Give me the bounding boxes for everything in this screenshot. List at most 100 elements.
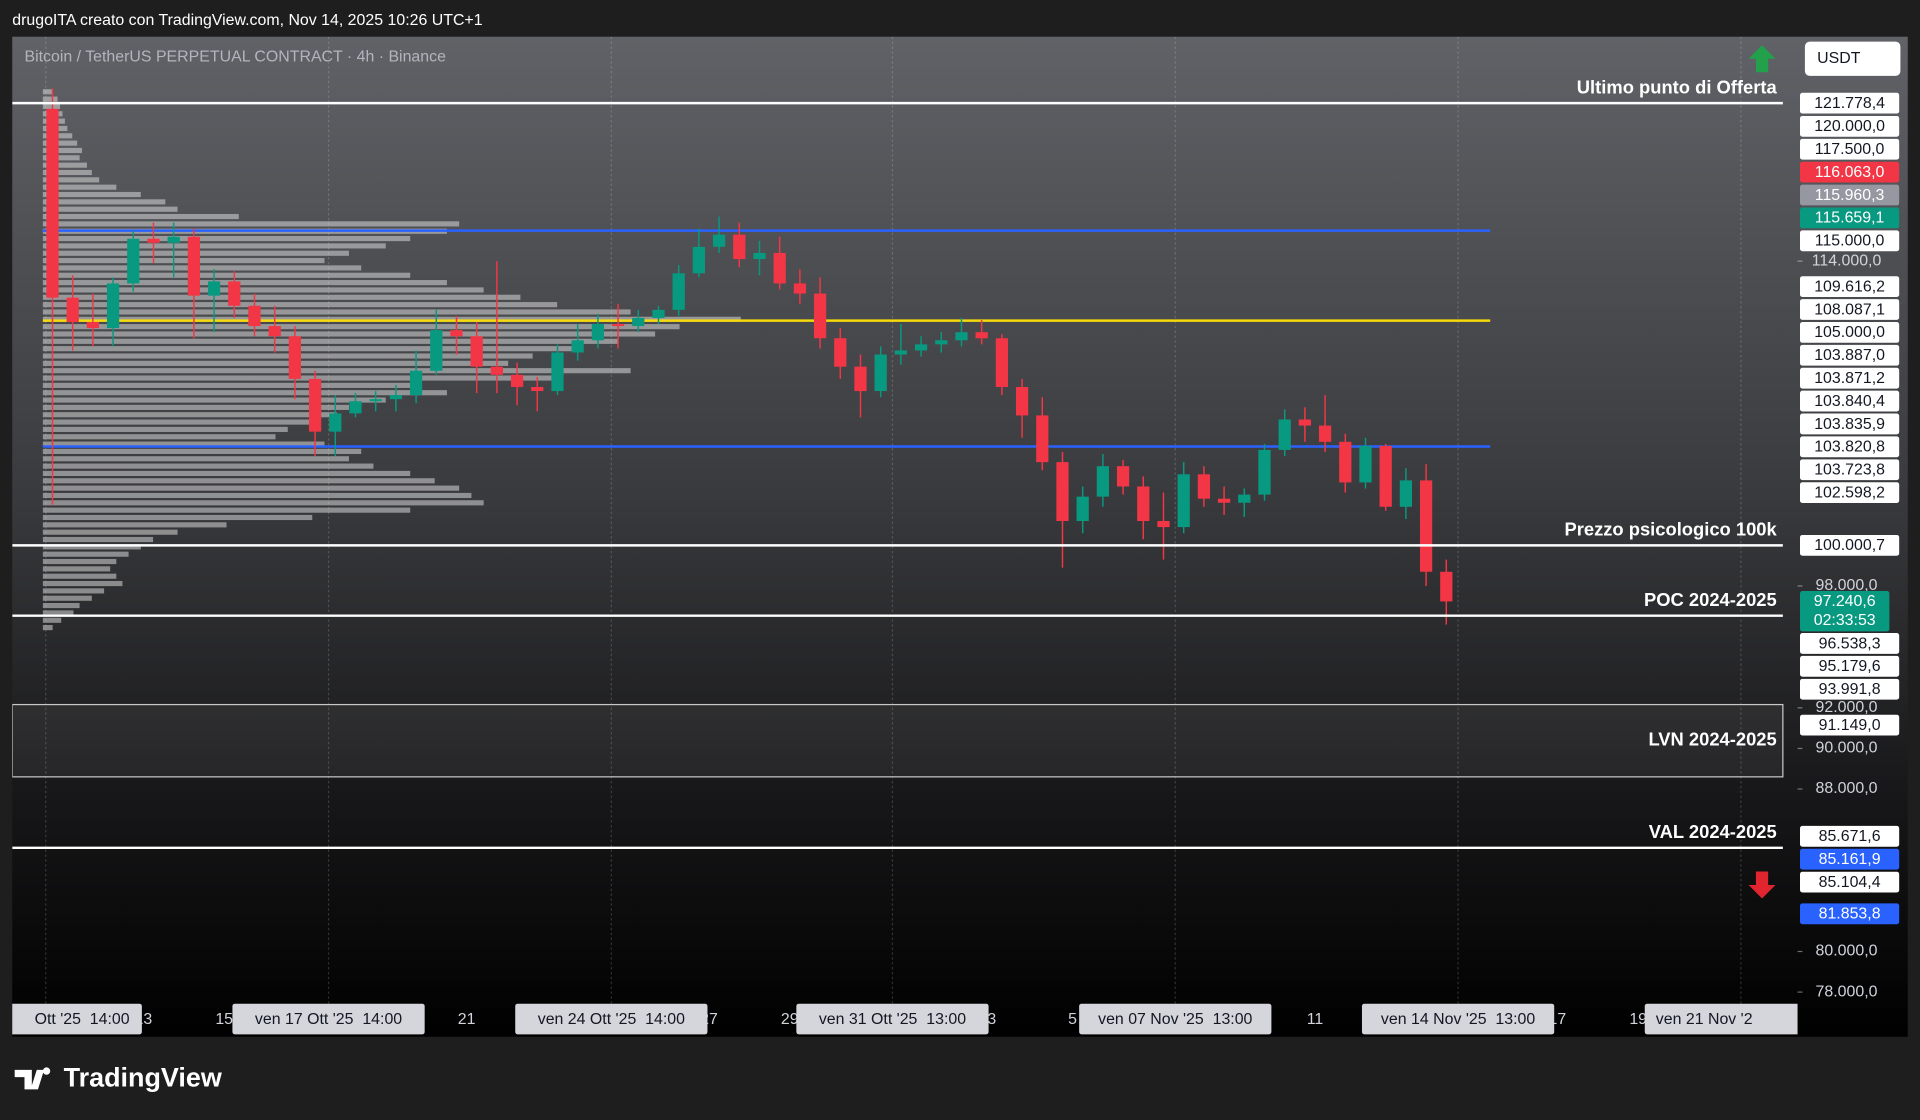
header-text: drugoITA creato con TradingView.com, Nov… — [12, 12, 482, 29]
price-label-box — [1800, 207, 1900, 229]
volume-profile-bar — [42, 603, 80, 609]
candle-body — [1339, 441, 1352, 483]
currency-button[interactable]: USDT — [1804, 41, 1901, 76]
price-label-box — [1800, 482, 1900, 504]
currency-button-box[interactable] — [1804, 41, 1901, 76]
level-label: POC 2024-2025 — [1644, 589, 1777, 610]
y-tick-label: 88.000,0 — [1816, 780, 1878, 797]
volume-profile-bar — [42, 140, 78, 146]
volume-profile-bar — [42, 294, 521, 300]
volume-profile-bar — [42, 265, 362, 271]
logo-icon — [14, 1067, 51, 1090]
volume-profile-bar — [42, 580, 123, 587]
volume-profile-bar — [42, 463, 374, 469]
price-label-box — [1800, 871, 1900, 893]
volume-profile-bar — [42, 147, 83, 154]
x-tick-box — [232, 1003, 425, 1035]
price-label: 102.598,2 — [1814, 484, 1885, 501]
volume-profile-bar — [42, 573, 117, 579]
volume-profile-bar — [42, 558, 117, 565]
candle-body — [1015, 386, 1029, 416]
price-label-box — [1800, 92, 1900, 114]
candle-body — [409, 370, 423, 396]
x-tick-box — [1361, 1003, 1555, 1035]
price-label-box — [1800, 276, 1900, 298]
price-label-box — [1800, 184, 1900, 206]
x-day-label: 21 — [458, 1011, 476, 1028]
price-label-box — [1800, 413, 1900, 435]
candle-body — [147, 238, 160, 243]
candle-body — [207, 281, 221, 296]
candle-body — [66, 297, 79, 323]
x-tick-label: ven 17 Ott '25 14:00 — [255, 1011, 402, 1028]
candle-body — [1076, 496, 1089, 522]
x-day-label: 29 — [781, 1011, 799, 1028]
volume-profile-bar — [42, 478, 435, 484]
x-day-label: 19 — [1629, 1011, 1647, 1028]
volume-profile-bar — [42, 492, 472, 499]
volume-profile-bar — [42, 397, 386, 403]
volume-profile-bar — [42, 199, 166, 205]
x-day-label: 5 — [1068, 1011, 1077, 1028]
candle-body — [1419, 480, 1433, 572]
price-label-box — [1800, 230, 1900, 252]
candle-body — [813, 293, 827, 339]
price-label-box — [1800, 390, 1900, 412]
volume-profile-bar — [42, 191, 141, 198]
candle-body — [248, 305, 261, 327]
volume-profile-bar — [42, 625, 53, 631]
chart-background — [12, 36, 1908, 1037]
candle-body — [894, 350, 908, 355]
price-label-box — [1800, 714, 1900, 736]
volume-profile-bar — [42, 368, 631, 374]
price-label: 108.087,1 — [1814, 301, 1885, 318]
price-label-box — [1800, 115, 1900, 137]
price-label-box — [1800, 459, 1900, 481]
volume-profile-bar — [42, 426, 288, 432]
volume-profile-bar — [42, 610, 74, 616]
candle-body — [490, 366, 504, 375]
candle-body — [86, 322, 99, 329]
x-tick-box — [1644, 1003, 1798, 1035]
candle-body — [1278, 419, 1291, 450]
chart-title: Bitcoin / TetherUS PERPETUAL CONTRACT · … — [24, 49, 446, 66]
price-label-box — [1800, 321, 1900, 343]
candle-body — [268, 326, 281, 337]
price-label-box — [1800, 367, 1900, 389]
candle-body — [712, 234, 726, 247]
x-tick-label: ven 14 Nov '25 13:00 — [1381, 1011, 1535, 1028]
candle-body — [167, 236, 180, 243]
candle-body — [672, 273, 685, 310]
price-label: 85.671,6 — [1819, 828, 1881, 845]
x-tick-box — [796, 1003, 989, 1035]
candle-body — [1116, 466, 1130, 487]
y-tick-label: 114.000,0 — [1812, 252, 1882, 269]
price-label-box — [1800, 678, 1900, 700]
volume-profile-bar — [42, 536, 154, 543]
volume-profile-bar — [42, 155, 80, 161]
price-label: 103.840,4 — [1814, 393, 1885, 410]
volume-profile-bar — [42, 514, 313, 521]
price-label: 103.871,2 — [1814, 370, 1885, 387]
candle-body — [329, 413, 342, 432]
x-tick-box — [12, 1003, 142, 1035]
candle-body — [369, 399, 382, 402]
candle-body — [1157, 521, 1170, 528]
currency-button-label[interactable]: USDT — [1817, 50, 1861, 67]
candle-body — [854, 366, 867, 392]
x-day-label: 3 — [987, 1011, 996, 1028]
volume-profile-bar — [42, 390, 447, 396]
price-label: 81.853,8 — [1819, 906, 1881, 923]
candle-body — [187, 236, 201, 296]
x-tick-label: ven 21 Nov '2 — [1656, 1011, 1753, 1028]
x-tick-label: ven 31 Ott '25 13:00 — [819, 1011, 966, 1028]
level-label: Ultimo punto di Offerta — [1577, 76, 1778, 97]
candle-body — [1379, 445, 1392, 507]
volume-profile-bar — [42, 507, 411, 513]
volume-profile-bar — [42, 412, 337, 418]
price-label: 85.104,4 — [1819, 874, 1881, 891]
price-label: 103.835,9 — [1814, 416, 1885, 433]
candle-body — [611, 324, 625, 327]
